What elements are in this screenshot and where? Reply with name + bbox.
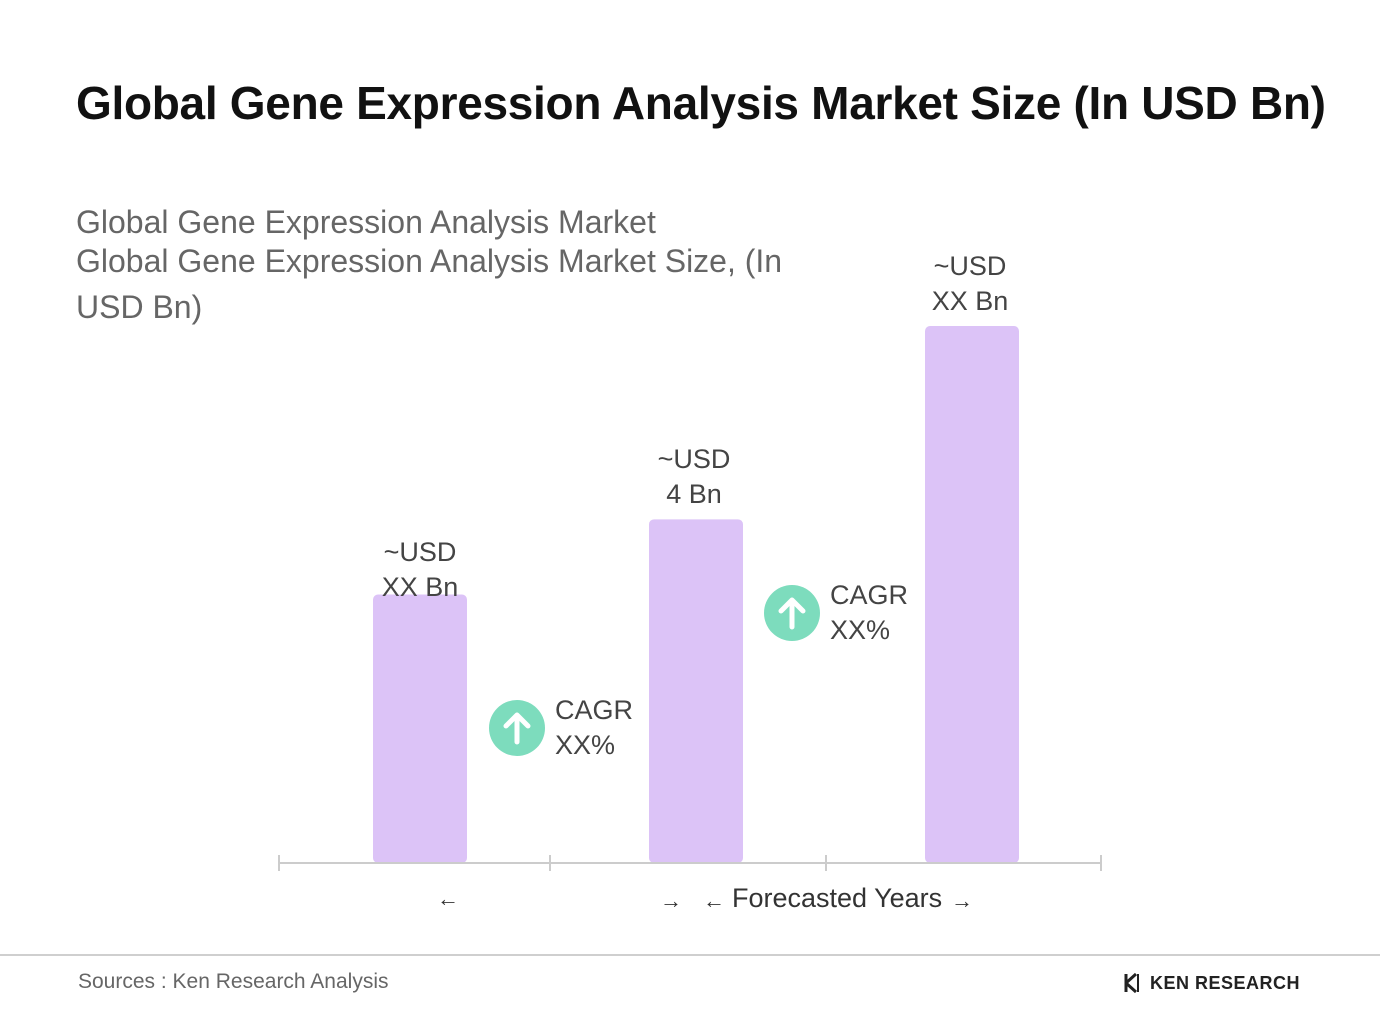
cagr-label: CAGR [830, 580, 909, 610]
cagr-label: CAGR [555, 695, 634, 725]
bar-label-1: ~USD XX Bn [381, 537, 459, 602]
cagr-value: XX% [555, 730, 616, 760]
chart-subtitle-line-3: USD Bn) [76, 289, 203, 325]
arrow-right-icon: → [660, 888, 682, 913]
cagr-badge-2: CAGR XX% [764, 578, 908, 648]
bar-label-2: ~USD 4 Bn [657, 444, 731, 509]
bar-2 [649, 519, 743, 863]
bar-label-3: ~USD XX Bn [931, 251, 1009, 316]
chart-subtitle-line-2: Global Gene Expression Analysis Market S… [76, 243, 783, 279]
arrow-up-icon [489, 700, 545, 756]
arrow-left-icon: ← [437, 886, 459, 911]
arrow-left-icon: ← [703, 888, 725, 913]
forecast-years-label: Forecasted Years [732, 883, 943, 913]
page-title: Global Gene Expression Analysis Market S… [76, 77, 1326, 129]
cagr-badge-1: CAGR XX% [489, 693, 633, 763]
cagr-value: XX% [830, 615, 891, 645]
footer-divider [0, 954, 1380, 956]
chart-subtitle-line-1: Global Gene Expression Analysis Market [76, 204, 656, 240]
bar-chart [278, 326, 1102, 871]
brand-logo: KEN RESEARCH [1124, 972, 1300, 994]
bar-3 [925, 326, 1019, 863]
brand-name: KEN RESEARCH [1149, 972, 1300, 993]
ken-logo-icon [1124, 972, 1139, 994]
source-note: Sources : Ken Research Analysis [78, 970, 389, 993]
arrow-up-icon [764, 585, 820, 641]
arrow-right-icon: → [951, 888, 973, 913]
bar-1 [373, 594, 467, 863]
